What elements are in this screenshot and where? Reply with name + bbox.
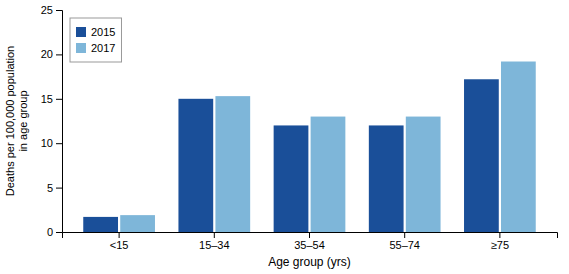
x-tick-label: ≥75 [491, 239, 509, 251]
y-tick-mark [56, 188, 62, 189]
y-tick-label: 10 [41, 137, 53, 149]
bar [406, 117, 441, 232]
legend-box [70, 18, 121, 62]
y-tick: 10 [41, 137, 62, 149]
x-tick-label: 15–34 [199, 239, 230, 251]
chart-container: 0 5 10 15 20 25 <15 15–34 35–54 55–74 ≥75 2015 2017 A… [0, 0, 569, 274]
x-tick-label: <15 [110, 239, 129, 251]
y-tick: 20 [41, 48, 62, 60]
bar [501, 62, 536, 232]
bar [120, 215, 155, 232]
y-tick-mark [56, 232, 62, 233]
y-axis: 0 5 10 15 20 25 [41, 4, 63, 238]
y-tick: 0 [47, 226, 62, 238]
y-axis-title-line: in age group [17, 90, 29, 151]
y-tick-label: 15 [41, 93, 53, 105]
x-tick-mark [404, 232, 405, 238]
plot: 0 5 10 15 20 25 <15 15–34 35–54 55–74 ≥75 2015 2017 [41, 4, 558, 251]
x-tick: <15 [110, 232, 129, 251]
legend-swatch [76, 27, 86, 37]
x-tick-mark [119, 232, 120, 238]
bar [215, 96, 250, 232]
x-tick-mark [214, 232, 215, 238]
x-tick: 55–74 [389, 232, 420, 251]
legend-label: 2017 [91, 42, 115, 54]
x-tick: 35–54 [294, 232, 325, 251]
y-tick-mark [56, 143, 62, 144]
bar [369, 125, 404, 232]
y-tick-mark [56, 54, 62, 55]
legend: 2015 2017 [70, 18, 121, 62]
x-axis-title: Age group (yrs) [268, 255, 351, 269]
y-tick-label: 0 [47, 226, 53, 238]
x-tick-label: 35–54 [294, 239, 325, 251]
y-tick-mark [56, 10, 62, 11]
x-axis-line [63, 233, 558, 239]
bar [274, 125, 309, 232]
y-tick: 15 [41, 93, 62, 105]
bar-series [83, 79, 499, 232]
bar [311, 117, 346, 232]
chart: 0 5 10 15 20 25 <15 15–34 35–54 55–74 ≥75 2015 2017 A… [0, 0, 569, 274]
bar [464, 79, 499, 232]
x-tick: ≥75 [491, 232, 509, 251]
x-tick-mark [309, 232, 310, 238]
bar-series [120, 62, 536, 232]
y-tick-label: 5 [47, 182, 53, 194]
y-tick-mark [56, 99, 62, 100]
bars [83, 62, 535, 232]
y-tick: 5 [47, 182, 62, 194]
x-tick-label: 55–74 [389, 239, 420, 251]
bar [178, 99, 213, 232]
legend-label: 2015 [91, 26, 115, 38]
x-tick-mark [499, 232, 500, 238]
x-axis: <15 15–34 35–54 55–74 ≥75 [63, 232, 558, 251]
y-axis-title-line: Deaths per 100,000 population [4, 46, 16, 196]
y-tick: 25 [41, 4, 62, 16]
y-tick-label: 20 [41, 48, 53, 60]
bar [83, 217, 118, 232]
y-axis-line [56, 11, 63, 233]
y-tick-label: 25 [41, 4, 53, 16]
x-tick: 15–34 [199, 232, 230, 251]
legend-swatch [76, 43, 86, 53]
y-axis-title: Deaths per 100,000 populationin age grou… [4, 46, 29, 196]
